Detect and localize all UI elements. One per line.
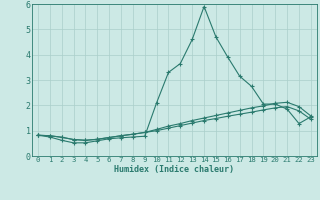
X-axis label: Humidex (Indice chaleur): Humidex (Indice chaleur) — [115, 165, 234, 174]
